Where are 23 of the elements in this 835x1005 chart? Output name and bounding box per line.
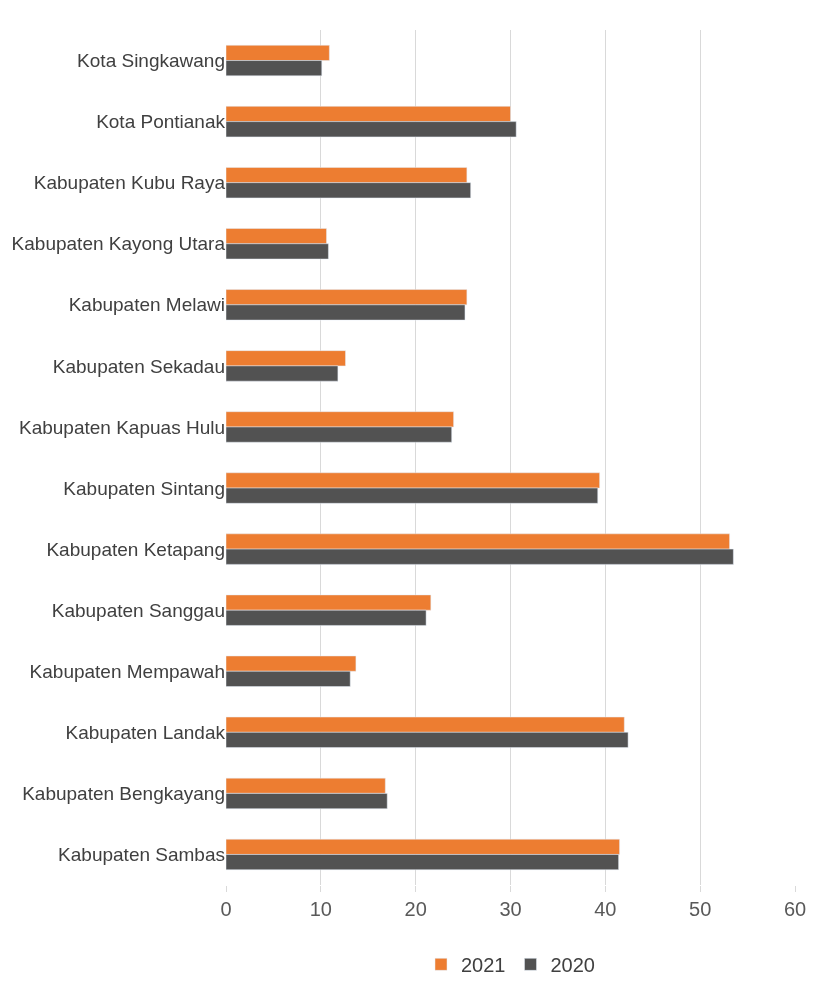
y-tick-label: Kabupaten Sanggau (51, 599, 225, 621)
x-tick-label: 30 (499, 898, 522, 920)
y-tick-label: Kabupaten Bengkayang (22, 783, 225, 805)
y-tick-label: Kabupaten Landak (65, 721, 226, 743)
y-tick-label: Kabupaten Kapuas Hulu (19, 416, 225, 438)
y-tick-label: Kabupaten Kayong Utara (11, 233, 226, 255)
y-tick-label: Kabupaten Sambas (58, 844, 225, 866)
x-tick-label: 60 (783, 898, 807, 920)
y-tick-label: Kabupaten Sekadau (52, 355, 225, 377)
legend-label: 2020 (550, 954, 595, 977)
x-tick-label: 0 (220, 898, 232, 920)
y-tick-label: Kabupaten Melawi (68, 294, 225, 316)
x-tick-label: 20 (404, 898, 427, 920)
y-tick-label: Kota Singkawang (77, 50, 225, 72)
legend-label: 2021 (461, 954, 506, 977)
x-tick-label: 40 (594, 898, 617, 920)
y-tick-label: Kota Pontianak (96, 111, 226, 133)
y-tick-label: Kabupaten Ketapang (46, 538, 225, 560)
x-tick-label: 50 (689, 898, 712, 920)
x-tick-label: 10 (309, 898, 332, 920)
y-tick-label: Kabupaten Sintang (63, 477, 225, 499)
y-tick-label: Kabupaten Kubu Raya (33, 172, 226, 194)
y-tick-label: Kabupaten Mempawah (29, 660, 225, 682)
